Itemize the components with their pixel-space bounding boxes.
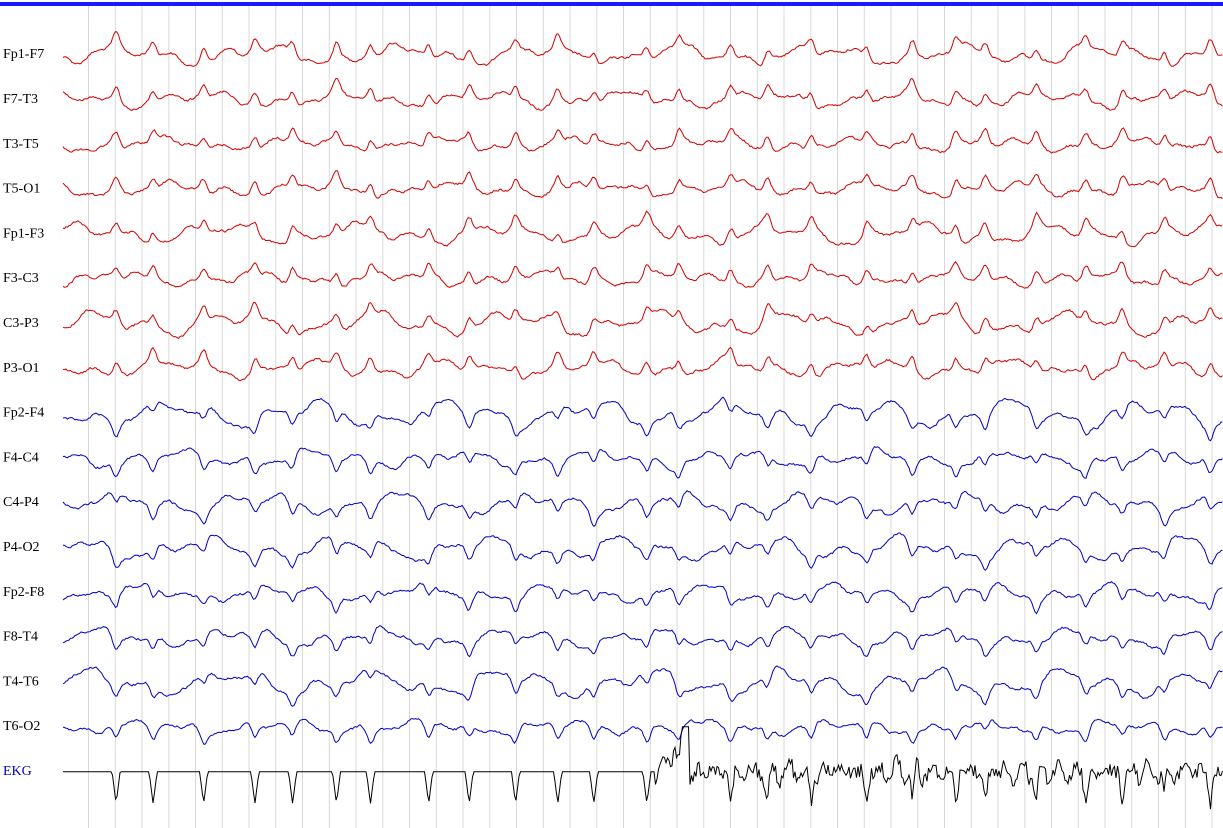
trace bbox=[62, 625, 1223, 658]
trace bbox=[62, 170, 1223, 200]
trace bbox=[62, 665, 1223, 707]
top-bar bbox=[0, 2, 1223, 6]
channel-label: Fp1-F3 bbox=[3, 226, 44, 241]
channel-label: T4-T6 bbox=[3, 674, 39, 689]
channel-label: F7-T3 bbox=[3, 92, 38, 107]
trace bbox=[62, 30, 1223, 67]
trace bbox=[62, 77, 1223, 111]
trace bbox=[62, 445, 1223, 479]
channel-label: T3-T5 bbox=[3, 137, 39, 152]
trace bbox=[62, 718, 1223, 746]
trace bbox=[63, 726, 1223, 810]
channel-label: F8-T4 bbox=[3, 630, 38, 645]
trace bbox=[62, 301, 1223, 340]
channel-label: Fp2-F8 bbox=[3, 585, 44, 600]
channel-label: F4-C4 bbox=[3, 450, 39, 465]
channel-label: P4-O2 bbox=[3, 540, 40, 555]
trace bbox=[62, 396, 1223, 442]
traces bbox=[62, 30, 1223, 810]
trace bbox=[62, 261, 1223, 289]
channel-label: EKG bbox=[3, 764, 32, 779]
channel-label: T5-O1 bbox=[3, 182, 40, 197]
trace bbox=[62, 532, 1223, 571]
trace bbox=[62, 210, 1223, 248]
labels: Fp1-F7 F7-T3 T3-T5 T5-O1 Fp1-F3 F3-C3 C3-P3 P3-… bbox=[3, 47, 44, 779]
channel-label: C4-P4 bbox=[3, 495, 39, 510]
trace bbox=[62, 581, 1223, 615]
channel-label: Fp1-F7 bbox=[3, 47, 44, 62]
channel-label: T6-O2 bbox=[3, 719, 40, 734]
channel-label: C3-P3 bbox=[3, 316, 39, 331]
channel-label: Fp2-F4 bbox=[3, 406, 44, 421]
channel-label: F3-C3 bbox=[3, 271, 39, 286]
channel-label: P3-O1 bbox=[3, 361, 40, 376]
trace bbox=[62, 490, 1223, 528]
trace bbox=[62, 346, 1223, 382]
trace bbox=[62, 127, 1223, 154]
